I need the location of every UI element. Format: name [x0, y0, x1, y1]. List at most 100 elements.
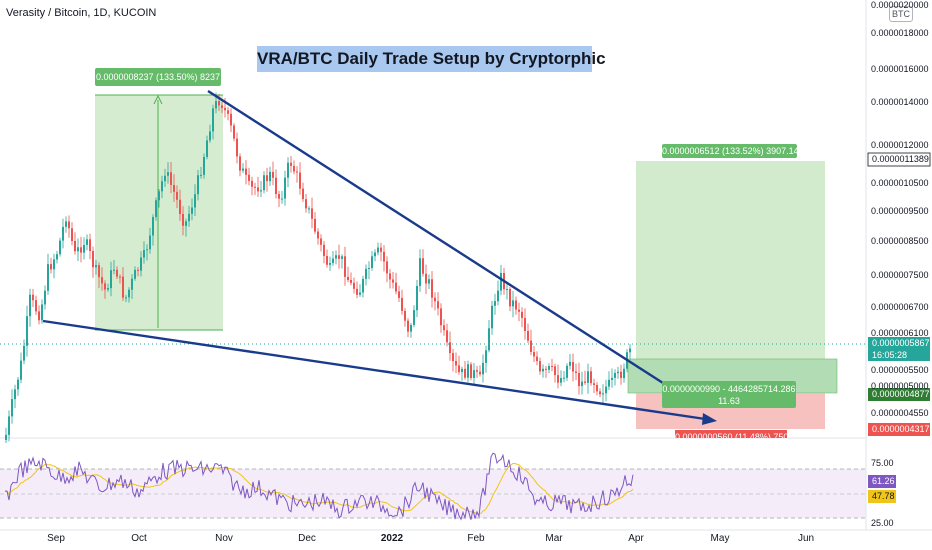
candle-body — [287, 162, 289, 178]
price-tick: 0.0000007500 — [871, 270, 929, 280]
candle-body — [332, 258, 334, 264]
candle-body — [536, 356, 538, 362]
candle-body — [629, 348, 631, 353]
candle-body — [158, 191, 160, 201]
candle-body — [527, 331, 529, 341]
target-price-tag-box — [867, 152, 931, 167]
candle-body — [494, 301, 496, 306]
candle-body — [617, 371, 619, 374]
candle-body — [449, 342, 451, 354]
candle-body — [95, 265, 97, 268]
candle-body — [152, 217, 154, 236]
candle-body — [440, 308, 442, 326]
candle-body — [377, 247, 379, 253]
candle-body — [512, 300, 514, 307]
candle-body — [182, 214, 184, 226]
target-zone — [636, 161, 825, 359]
entry-price-tag-box — [868, 388, 930, 401]
candle-body — [317, 231, 319, 239]
candle-body — [143, 250, 145, 258]
candle-body — [281, 198, 283, 200]
month-label: Nov — [215, 533, 233, 544]
price-tick: 0.0000018000 — [871, 28, 929, 38]
candle-body — [563, 377, 565, 379]
candle-body — [26, 316, 28, 346]
candle-body — [227, 110, 229, 114]
candle-body — [410, 325, 412, 332]
candle-body — [515, 300, 517, 310]
candle-body — [20, 360, 22, 380]
candle-body — [389, 273, 391, 280]
candle-body — [290, 162, 292, 166]
candle-body — [554, 366, 556, 376]
candle-body — [176, 191, 178, 200]
candle-body — [311, 208, 313, 219]
candle-body — [353, 282, 355, 289]
candle-body — [239, 156, 241, 171]
candle-body — [350, 280, 352, 283]
past-measure-label: 0.0000008237 (133.50%) 8237 — [95, 72, 221, 82]
candle-body — [620, 371, 622, 379]
candle-body — [542, 368, 544, 372]
candle-body — [230, 113, 232, 126]
candle-body — [206, 140, 208, 157]
candle-body — [452, 353, 454, 361]
price-tick: 0.0000006700 — [871, 302, 929, 312]
candle-body — [116, 269, 118, 277]
candle-body — [59, 240, 61, 255]
candle-body — [593, 383, 595, 385]
candle-body — [362, 278, 364, 293]
month-label: Apr — [628, 533, 644, 544]
candle-body — [167, 172, 169, 176]
price-tick: 0.0000012000 — [871, 140, 929, 150]
candle-body — [185, 221, 187, 226]
candle-body — [326, 256, 328, 265]
candle-body — [89, 239, 91, 251]
candle-body — [551, 366, 553, 367]
candle-body — [371, 256, 373, 268]
candle-body — [347, 276, 349, 280]
stop-price-tag-box — [868, 423, 930, 436]
candle-body — [413, 310, 415, 325]
candle-body — [383, 251, 385, 262]
candle-body — [248, 174, 250, 181]
candles — [5, 92, 631, 443]
candle-body — [296, 171, 298, 173]
candle-body — [104, 283, 106, 290]
month-label: Oct — [131, 533, 147, 544]
candle-body — [431, 279, 433, 298]
candle-body — [74, 241, 76, 252]
candle-body — [380, 247, 382, 252]
candle-body — [314, 218, 316, 232]
candle-body — [464, 368, 466, 378]
candle-body — [215, 101, 217, 109]
candle-body — [476, 370, 478, 372]
target-label-box — [662, 144, 797, 158]
candle-body — [575, 371, 577, 373]
rsi-line — [5, 452, 634, 521]
candle-body — [194, 194, 196, 208]
candle-body — [224, 108, 226, 111]
candle-body — [218, 101, 220, 106]
candle-body — [35, 300, 37, 312]
rsi-ma-tag-box — [868, 490, 896, 503]
candle-body — [122, 276, 124, 298]
candle-body — [173, 185, 175, 192]
month-label: Dec — [298, 533, 316, 544]
candle-body — [293, 165, 295, 172]
candle-body — [581, 381, 583, 387]
candle-body — [500, 273, 502, 291]
rsi-ma-tag: 47.78 — [872, 491, 895, 501]
candle-body — [131, 278, 133, 290]
candle-body — [425, 273, 427, 284]
price-tick: 0.0000008500 — [871, 236, 929, 246]
candle-body — [164, 175, 166, 182]
candle-body — [155, 200, 157, 218]
currency-badge[interactable]: BTC — [889, 6, 913, 22]
candle-body — [437, 301, 439, 309]
last-price-tag: 0.0000005867 — [872, 338, 930, 348]
candle-body — [365, 268, 367, 279]
candle-body — [443, 325, 445, 331]
candle-body — [461, 368, 463, 373]
